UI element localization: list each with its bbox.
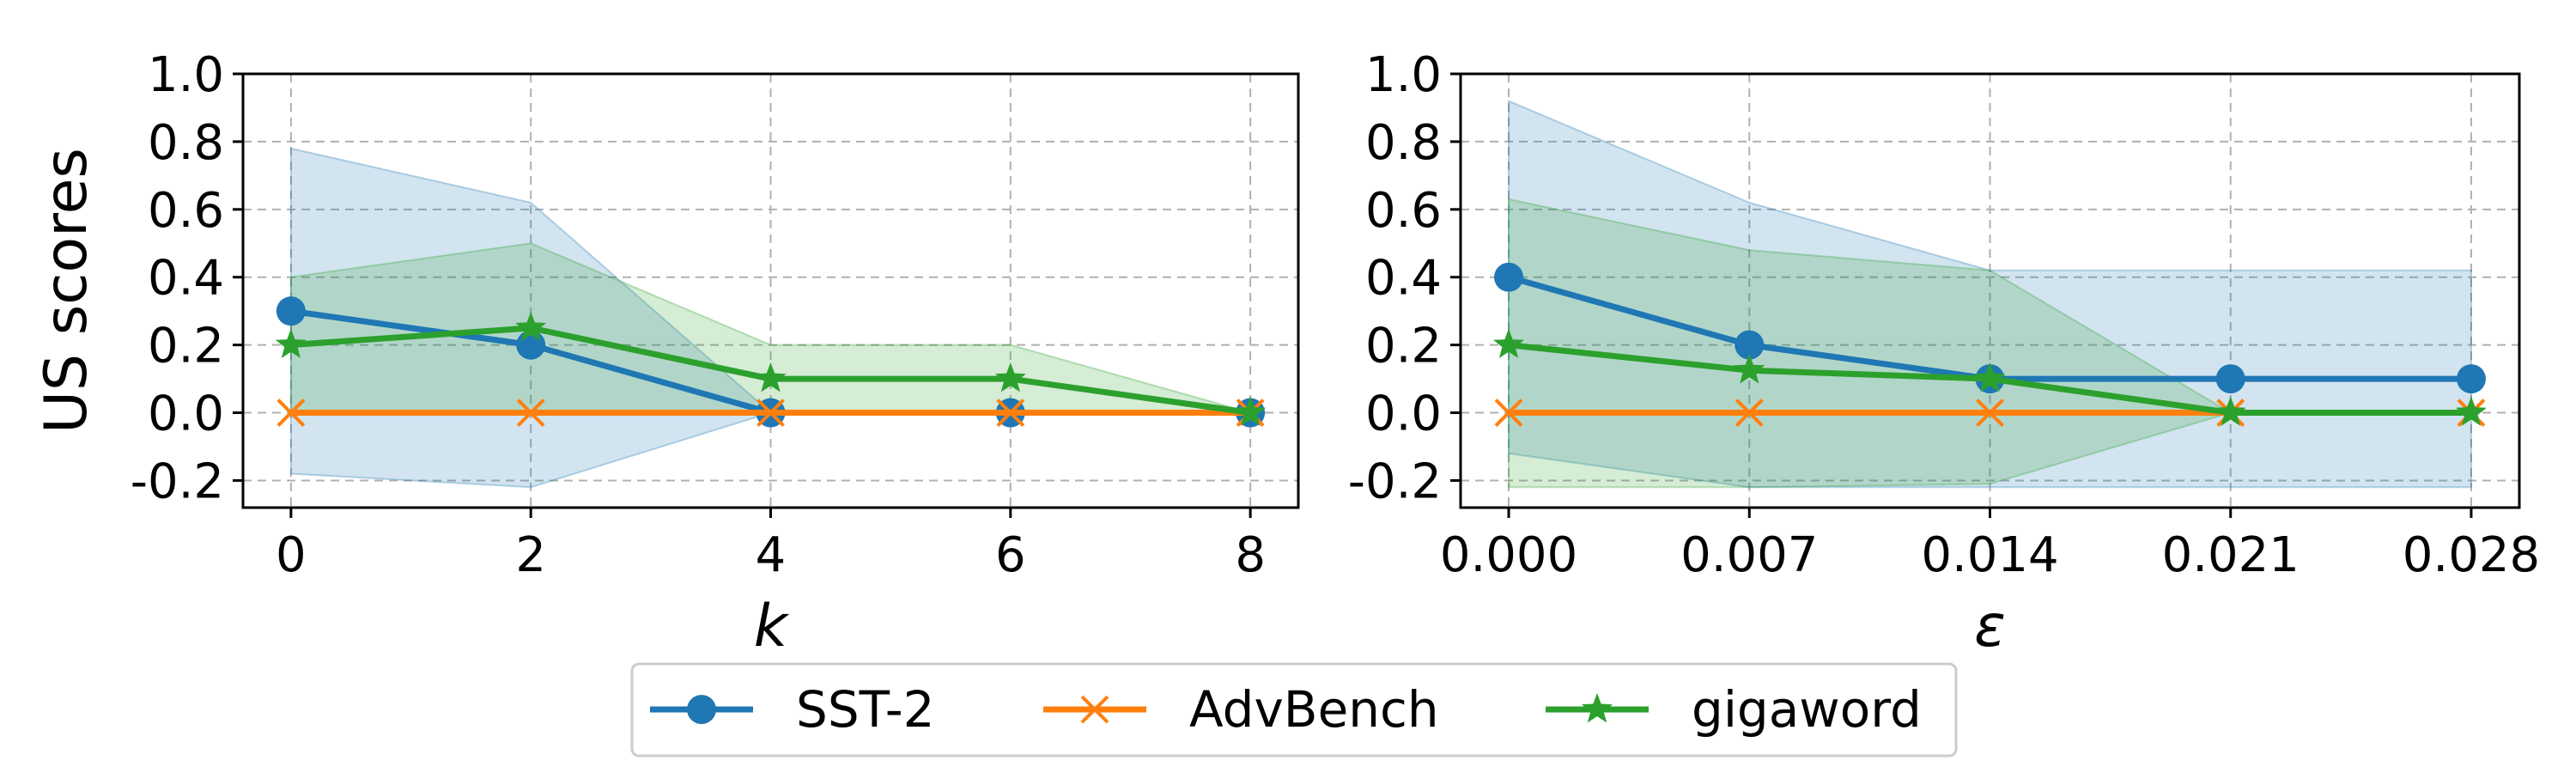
data-point-gigaword [275, 328, 307, 358]
legend-marker-advbench [1080, 695, 1109, 724]
data-point-advbench [756, 399, 785, 427]
y-axis-title: US scores [33, 148, 100, 434]
data-point-gigaword [994, 362, 1026, 393]
data-point-sst-2 [2456, 364, 2486, 394]
y-tick-label: 0.6 [148, 183, 224, 239]
legend-label-sst-2: SST-2 [796, 680, 935, 739]
y-tick-label: 0.6 [1365, 183, 1442, 239]
y-tick-label: 1.0 [1365, 47, 1442, 103]
data-point-gigaword [2455, 396, 2487, 426]
data-point-gigaword [1235, 396, 1267, 426]
x-tick-label: 6 [995, 527, 1026, 583]
x-tick-label: 4 [756, 527, 787, 583]
data-point-sst-2 [1735, 330, 1765, 360]
data-point-advbench [516, 399, 545, 427]
x-tick-label: 0 [276, 527, 307, 583]
x-tick-label: 0.007 [1680, 527, 1818, 583]
data-point-advbench [1735, 399, 1764, 427]
data-point-gigaword [755, 362, 787, 393]
panel-epsilon: 1.0 0.8 0.6 0.4 0.2 0.0 -0.2 0.000 0.007 0.014 0.0… [1348, 47, 2540, 660]
y-tick-label: -0.2 [1348, 453, 1442, 509]
x-axis-title: k [754, 593, 790, 660]
data-point-advbench [1976, 399, 2004, 427]
y-tick-label: 0.8 [148, 115, 224, 171]
legend: SST-2 AdvBench gigaword [630, 662, 1958, 758]
x-axis-title: ε [1974, 593, 2006, 660]
data-point-sst-2 [276, 296, 306, 326]
x-tick-label: 0.021 [2162, 527, 2300, 583]
x-tick-label: 2 [515, 527, 546, 583]
y-tick-label: 0.0 [1365, 386, 1442, 442]
y-tick-label: 1.0 [148, 47, 224, 103]
legend-box [630, 662, 1958, 758]
legend-label-gigaword: gigaword [1692, 680, 1922, 739]
data-point-advbench [276, 399, 306, 427]
x-tick-label: 0.014 [1921, 527, 2058, 583]
y-tick-label: 0.4 [148, 251, 224, 307]
y-tick-label: 0.4 [1365, 251, 1442, 307]
y-tick-label: -0.2 [131, 453, 224, 509]
data-point-sst-2 [1494, 262, 1524, 292]
x-tick-label: 8 [1235, 527, 1266, 583]
y-tick-label: 0.2 [148, 319, 224, 374]
y-tick-label: 0.8 [1365, 115, 1442, 171]
data-point-gigaword [1493, 328, 1525, 358]
data-point-gigaword [1974, 362, 2006, 393]
data-point-gigaword [515, 311, 547, 342]
y-tick-label: 0.0 [148, 386, 224, 442]
panel-k: 1.0 0.8 0.6 0.4 0.2 0.0 -0.2 0 2 4 6 8 k US scores [33, 47, 1300, 660]
legend-marker-sst-2 [687, 695, 716, 724]
x-tick-label: 0.000 [1440, 527, 1577, 583]
x-tick-label: 0.028 [2403, 527, 2540, 583]
data-point-gigaword [2215, 396, 2246, 426]
y-tick-label: 0.2 [1365, 319, 1442, 374]
legend-marker-gigaword [1581, 693, 1613, 723]
data-point-sst-2 [2215, 364, 2245, 394]
data-point-advbench [996, 399, 1025, 427]
data-point-gigaword [1734, 354, 1765, 384]
data-point-advbench [1494, 399, 1523, 427]
legend-label-advbench: AdvBench [1189, 680, 1439, 739]
